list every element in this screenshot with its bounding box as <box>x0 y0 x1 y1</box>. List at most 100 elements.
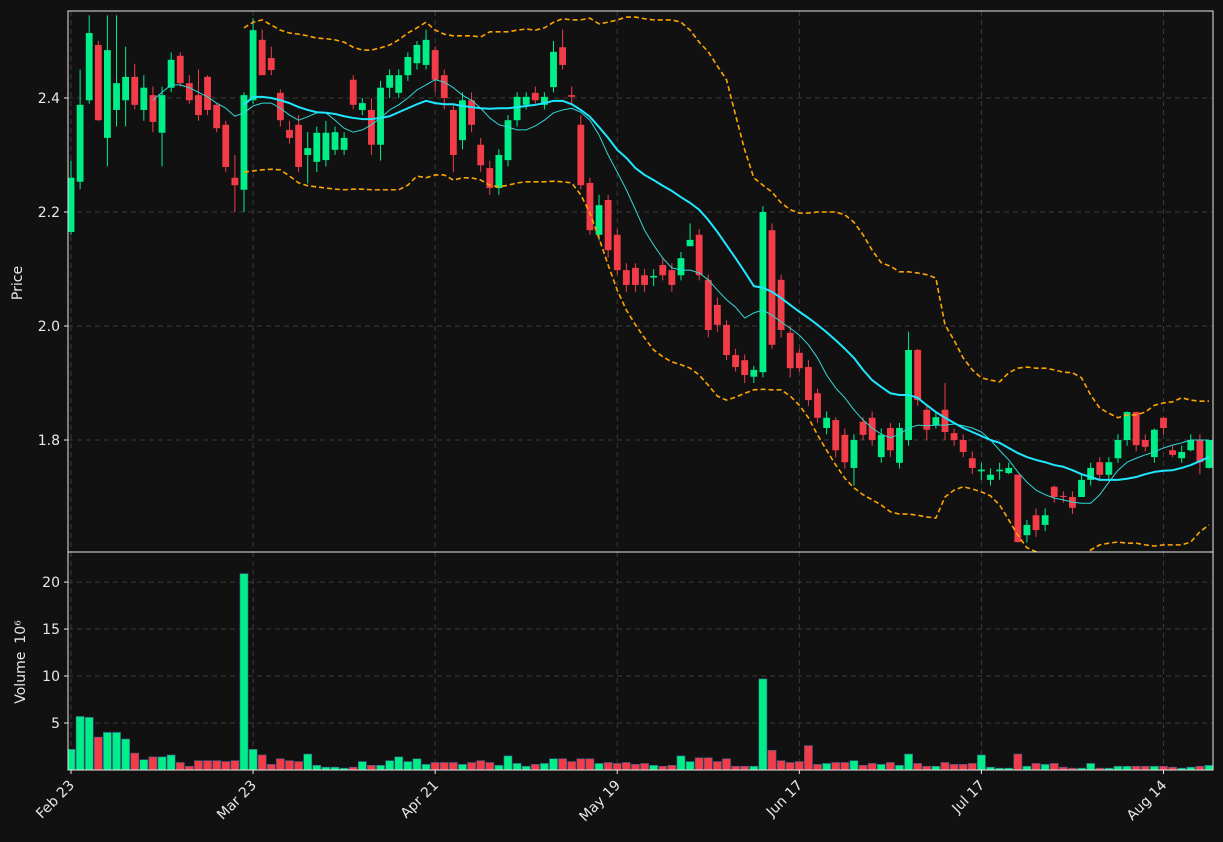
candle-body <box>568 95 576 97</box>
volume-bar <box>1013 753 1023 770</box>
volume-bar <box>822 763 831 770</box>
candle-body <box>231 177 239 186</box>
volume-bar <box>221 761 231 770</box>
candle-body <box>267 58 275 71</box>
candle-body <box>477 144 485 166</box>
candle-body <box>750 369 758 377</box>
candle-body <box>959 439 967 452</box>
candle-body <box>531 92 539 101</box>
candle-body <box>559 47 567 65</box>
candle-body <box>1123 412 1131 440</box>
candle-body <box>167 59 175 88</box>
volume-bar <box>813 764 822 770</box>
volume-bar <box>1122 765 1132 770</box>
indicator-line <box>152 79 1209 504</box>
candle-body <box>322 132 330 161</box>
y-tick-label: 5 <box>51 716 60 732</box>
volume-panel <box>68 573 1213 770</box>
candle-body <box>923 409 931 430</box>
volume-bar <box>640 763 649 770</box>
candle-body <box>1150 429 1158 458</box>
candle-body <box>777 279 785 330</box>
candle-body <box>459 100 466 141</box>
volume-bar <box>576 758 586 770</box>
volume-bar <box>867 763 877 770</box>
indicator-line <box>243 168 1210 552</box>
volume-bar <box>776 760 786 770</box>
volume-bar <box>676 755 686 770</box>
candle-body <box>113 83 120 110</box>
candle-body <box>240 95 248 190</box>
candle-body <box>622 270 630 285</box>
candle-body <box>1078 479 1085 497</box>
volume-bar <box>130 752 140 770</box>
volume-bar <box>1131 765 1141 770</box>
volume-bar <box>312 765 322 770</box>
y-tick-label: 2.2 <box>38 205 60 221</box>
volume-bar <box>931 765 941 770</box>
candle-body <box>550 51 557 88</box>
volume-bar <box>977 754 986 770</box>
volume-frame <box>67 551 1214 771</box>
volume-bar <box>1031 763 1041 770</box>
volume-bar <box>1049 763 1059 770</box>
candle-body <box>1059 495 1067 497</box>
candle-body <box>759 211 767 373</box>
volume-bar <box>694 757 704 770</box>
price-panel <box>68 15 1213 552</box>
candle-body <box>659 264 667 276</box>
candle-body <box>1041 515 1049 525</box>
candle-body <box>195 95 202 116</box>
candle-body <box>185 83 193 101</box>
volume-bar <box>421 764 431 770</box>
volume-bar <box>685 761 695 770</box>
volume-bar <box>93 736 103 770</box>
candle-body <box>1169 450 1176 455</box>
volume-bar <box>658 765 668 770</box>
volume-bar <box>922 765 932 770</box>
candle-body <box>468 100 475 125</box>
candle-body <box>987 474 994 480</box>
candle-body <box>713 304 721 325</box>
volume-bar <box>166 754 176 770</box>
candle-body <box>540 96 548 105</box>
candle-body <box>577 124 585 186</box>
candle-body <box>886 428 894 451</box>
volume-bar <box>703 757 713 770</box>
volume-bar <box>175 762 185 770</box>
volume-bar <box>121 738 130 770</box>
volume-bar <box>75 716 85 770</box>
candle-body <box>1187 439 1195 451</box>
candle-body <box>1196 439 1204 463</box>
candle-body <box>595 205 603 235</box>
candle-body <box>941 409 949 433</box>
volume-bar <box>385 760 394 770</box>
volume-bar <box>840 762 850 770</box>
volume-bar <box>1195 765 1205 770</box>
volume-bar <box>1204 765 1213 770</box>
y-axis-label: Price <box>10 266 26 300</box>
volume-bar <box>367 765 376 770</box>
candle-body <box>877 434 885 458</box>
candle-body <box>413 44 421 64</box>
volume-bar <box>913 763 923 770</box>
candle-body <box>404 56 412 76</box>
candle-body <box>368 109 375 145</box>
candle-body <box>1005 467 1013 474</box>
volume-bar <box>248 749 258 770</box>
volume-bar <box>594 763 604 770</box>
volume-bar <box>612 763 622 770</box>
y-tick-label: 20 <box>42 575 60 591</box>
candle-body <box>340 137 348 150</box>
volume-bar <box>785 762 795 770</box>
candle-body <box>176 55 184 84</box>
volume-bar <box>1150 765 1159 770</box>
volume-bar <box>740 765 750 770</box>
volume-bar <box>376 765 385 770</box>
volume-bar <box>530 764 540 770</box>
volume-bar <box>239 573 249 770</box>
volume-bar <box>749 765 759 770</box>
volume-bar <box>722 758 731 770</box>
candle-body <box>1114 439 1122 459</box>
